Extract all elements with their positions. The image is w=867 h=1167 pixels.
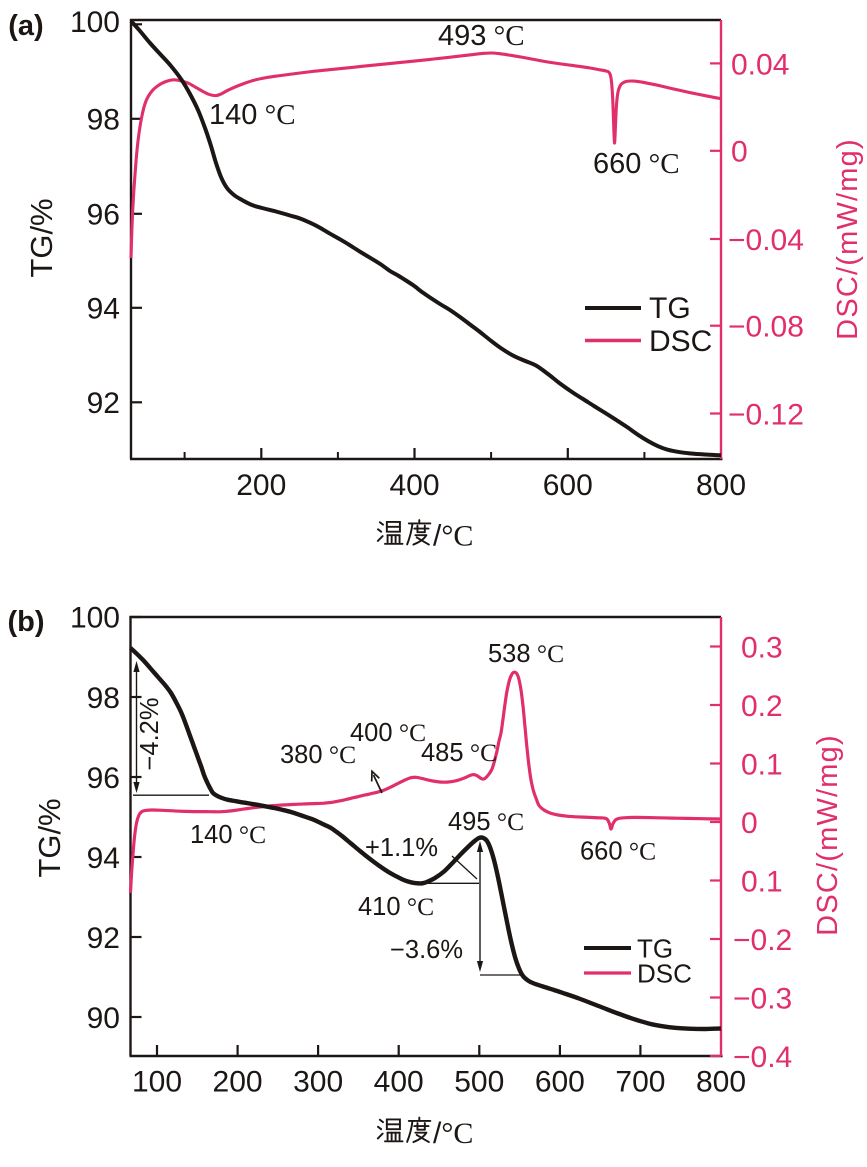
svg-text:+1.1%: +1.1% — [365, 834, 438, 862]
svg-text:600: 600 — [543, 469, 593, 502]
svg-text:200: 200 — [236, 469, 286, 502]
svg-text:300: 300 — [293, 1066, 343, 1099]
svg-text:DSC: DSC — [649, 325, 712, 358]
svg-text:−0.3: −0.3 — [733, 982, 792, 1015]
svg-text:485 °C: 485 °C — [421, 738, 497, 767]
svg-text:400: 400 — [374, 1066, 424, 1099]
svg-text:700: 700 — [615, 1066, 665, 1099]
svg-text:140 °C: 140 °C — [209, 99, 296, 131]
svg-text:TG: TG — [649, 292, 691, 325]
svg-text:96: 96 — [87, 199, 120, 232]
svg-text:500: 500 — [454, 1066, 504, 1099]
svg-text:0.2: 0.2 — [741, 690, 783, 723]
svg-text:DSC/(mW/mg): DSC/(mW/mg) — [832, 138, 864, 340]
svg-text:TG: TG — [637, 934, 673, 964]
svg-text:(a): (a) — [8, 10, 43, 42]
svg-text:660 °C: 660 °C — [593, 148, 680, 180]
svg-text:600: 600 — [535, 1066, 585, 1099]
svg-text:380 °C: 380 °C — [280, 740, 356, 769]
svg-text:660 °C: 660 °C — [580, 837, 656, 866]
svg-text:90: 90 — [87, 1002, 120, 1035]
svg-text:800: 800 — [696, 469, 746, 502]
svg-text:0.1: 0.1 — [741, 748, 783, 781]
svg-text:(b): (b) — [7, 606, 44, 638]
svg-text:200: 200 — [213, 1066, 263, 1099]
svg-text:DSC: DSC — [637, 959, 692, 989]
svg-text:98: 98 — [87, 682, 120, 715]
svg-text:100: 100 — [70, 6, 120, 39]
svg-text:/°C: /°C — [433, 1117, 473, 1150]
svg-text:410 °C: 410 °C — [358, 892, 434, 921]
svg-text:0: 0 — [741, 807, 758, 840]
svg-text:−4.2%: −4.2% — [136, 697, 164, 770]
svg-text:0: 0 — [731, 136, 748, 169]
svg-text:400 °C: 400 °C — [350, 718, 426, 747]
svg-text:100: 100 — [132, 1066, 182, 1099]
svg-text:96: 96 — [87, 762, 120, 795]
svg-text:TG/%: TG/% — [24, 198, 59, 277]
svg-text:−0.12: −0.12 — [728, 398, 804, 431]
svg-text:100: 100 — [70, 601, 120, 634]
svg-text:800: 800 — [696, 1066, 746, 1099]
svg-text:493 °C: 493 °C — [438, 20, 525, 52]
svg-text:0.04: 0.04 — [731, 48, 789, 81]
svg-text:94: 94 — [87, 842, 120, 875]
svg-text:/°C: /°C — [433, 520, 473, 553]
svg-text:−0.04: −0.04 — [728, 224, 804, 257]
svg-text:538 °C: 538 °C — [488, 639, 564, 668]
svg-text:92: 92 — [87, 387, 120, 420]
svg-text:495 °C: 495 °C — [448, 807, 524, 836]
svg-text:92: 92 — [87, 922, 120, 955]
svg-text:0.1: 0.1 — [741, 865, 783, 898]
svg-text:DSC/(mW/mg): DSC/(mW/mg) — [812, 734, 844, 936]
svg-text:−3.6%: −3.6% — [390, 936, 463, 964]
svg-text:−0.2: −0.2 — [733, 924, 792, 957]
svg-text:−0.4: −0.4 — [733, 1041, 792, 1074]
svg-text:140 °C: 140 °C — [190, 820, 266, 849]
svg-text:400: 400 — [389, 469, 439, 502]
svg-text:98: 98 — [87, 104, 120, 137]
svg-text:94: 94 — [87, 293, 120, 326]
svg-text:TG/%: TG/% — [32, 798, 67, 877]
svg-text:0.3: 0.3 — [741, 631, 783, 664]
svg-text:−0.08: −0.08 — [728, 311, 804, 344]
